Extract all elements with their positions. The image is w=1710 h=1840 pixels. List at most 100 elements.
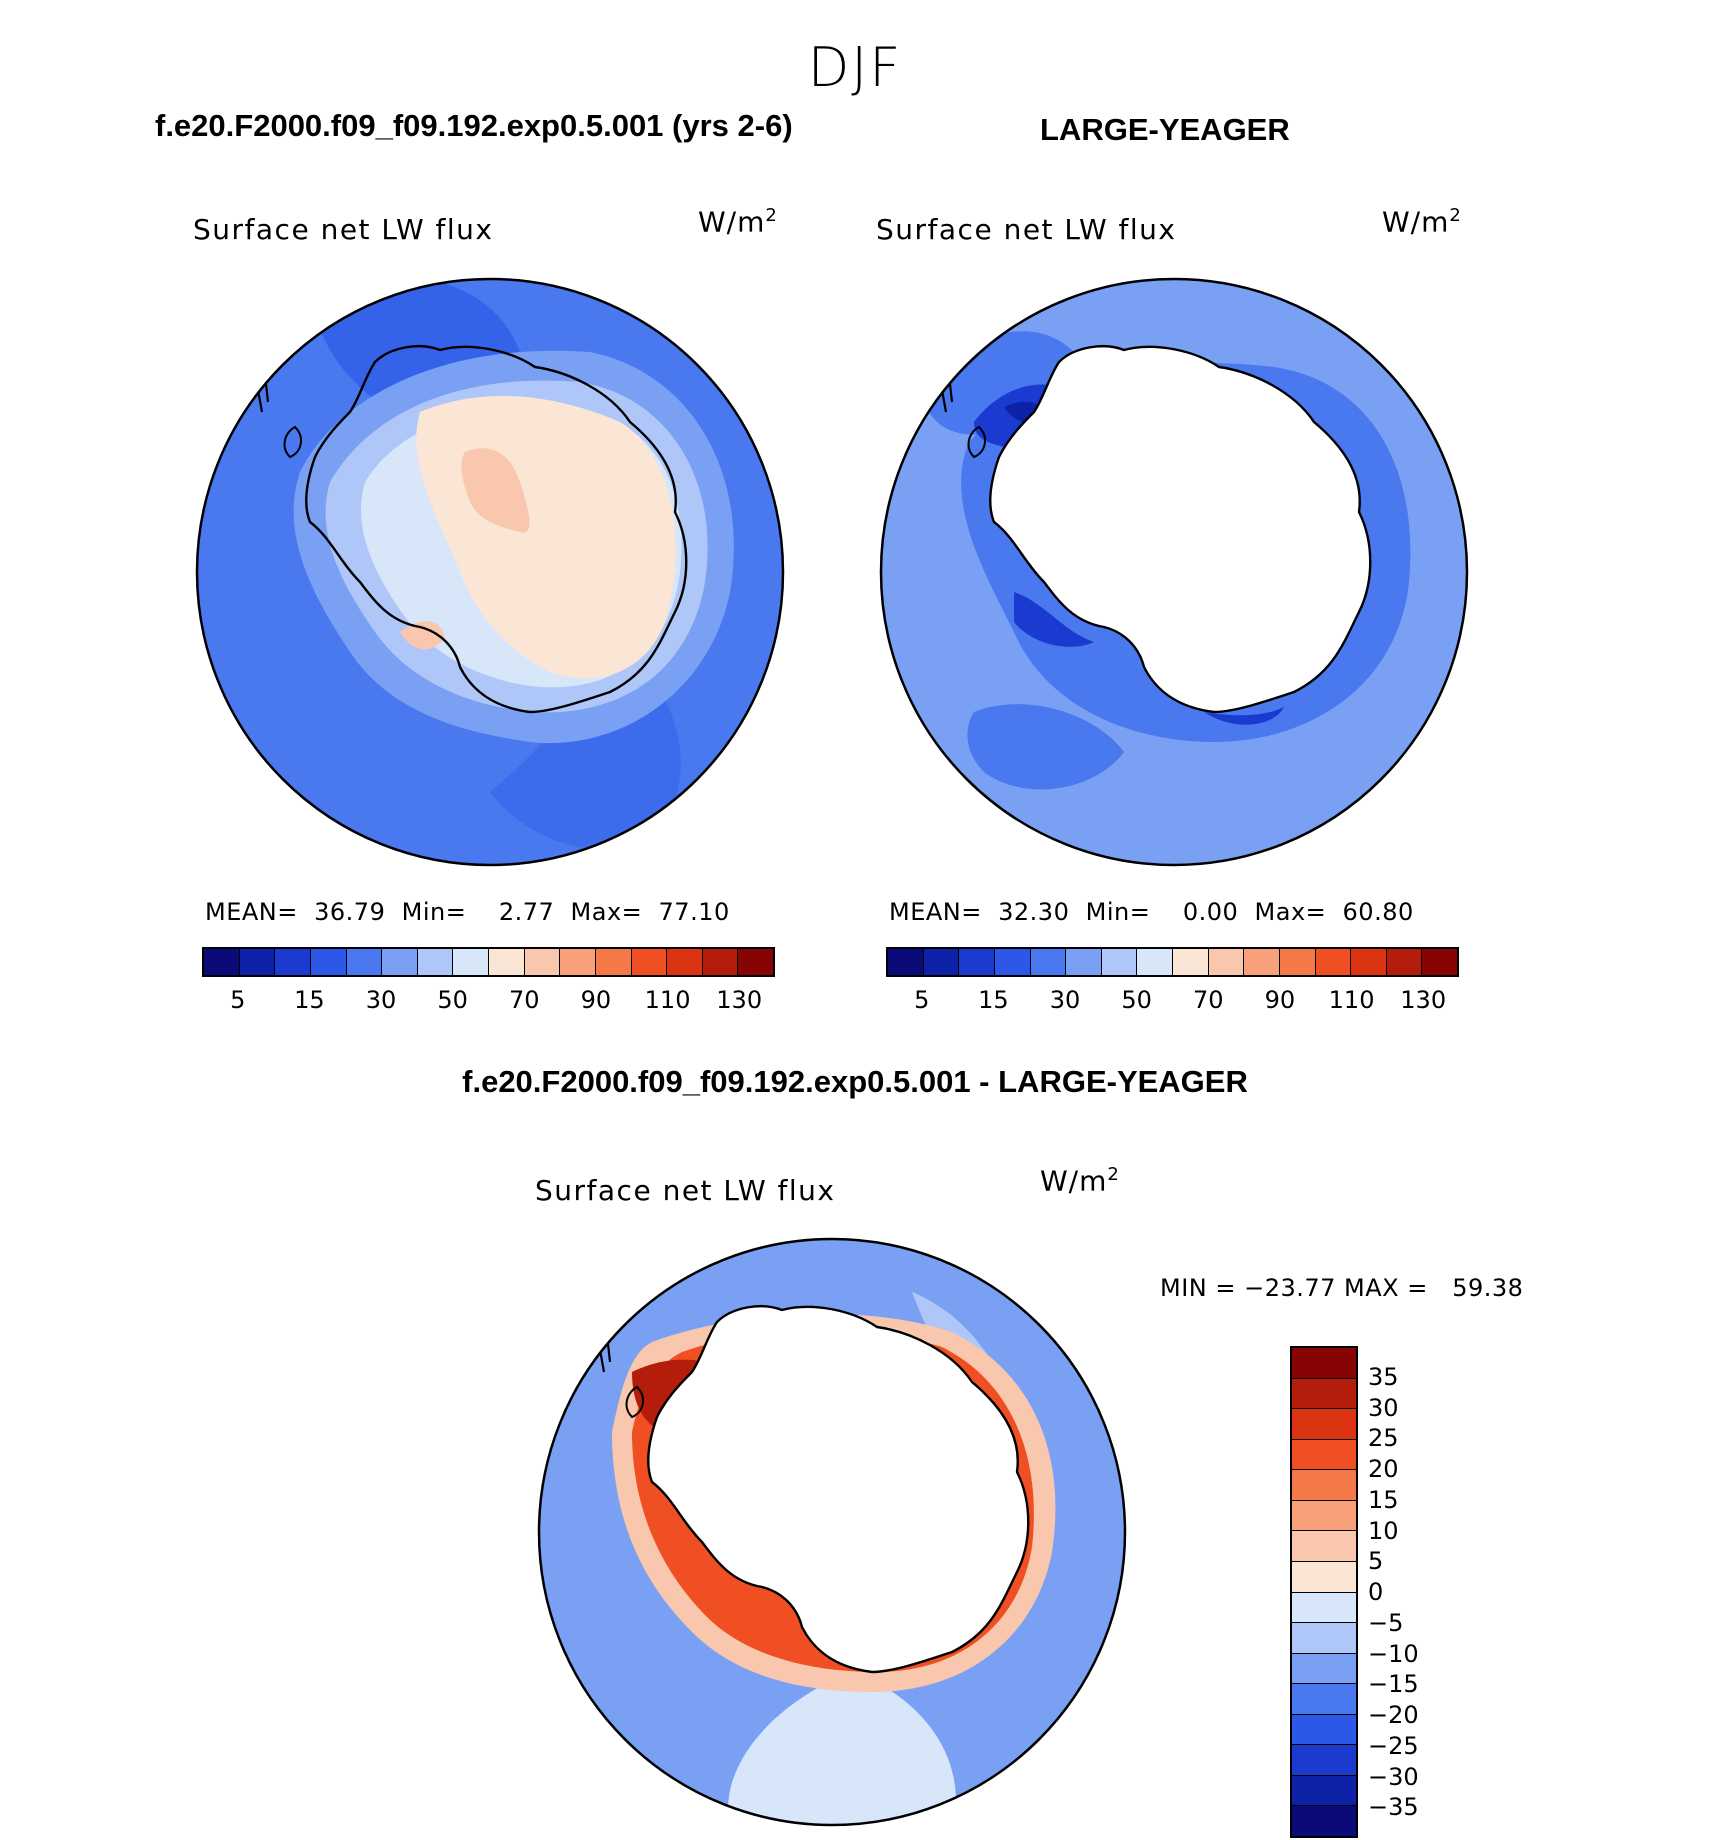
- left-colorbar-ticks: 5 15 30 50 70 90 110 130: [202, 986, 775, 1016]
- colorbar-swatch: [959, 949, 995, 975]
- colorbar-swatch: [631, 949, 668, 975]
- left-ross-warm: [400, 621, 445, 650]
- colorbar-swatch: [1292, 1439, 1356, 1471]
- right-colorbar-ticks: 5 15 30 50 70 90 110 130: [886, 986, 1459, 1016]
- colorbar-swatch: [1292, 1592, 1356, 1624]
- colorbar-swatch: [1292, 1561, 1356, 1593]
- colorbar-tick-label: −30: [1368, 1762, 1419, 1791]
- colorbar-swatch: [1292, 1348, 1356, 1379]
- left-antarctica-coastline: [304, 345, 688, 714]
- difference-title: f.e20.F2000.f09_f09.192.exp0.5.001 - LAR…: [462, 1064, 1248, 1099]
- colorbar-swatch: [1292, 1378, 1356, 1410]
- colorbar-swatch: [1292, 1409, 1356, 1440]
- colorbar-tick-label: −10: [1368, 1639, 1419, 1668]
- left-plateau-peach: [461, 448, 530, 533]
- colorbar-swatch: [489, 949, 525, 975]
- colorbar-tick-label: 30: [1049, 986, 1081, 1014]
- right-units-label: W/m2: [1382, 205, 1462, 239]
- colorbar-tick-label: 15: [978, 986, 1009, 1014]
- colorbar-swatch: [560, 949, 596, 975]
- left-variable-label: Surface net LW flux: [193, 213, 494, 246]
- colorbar-swatch: [204, 949, 240, 975]
- right-map-boundary: [879, 277, 1469, 867]
- left-map-boundary: [195, 277, 785, 867]
- colorbar-swatch: [1292, 1806, 1356, 1836]
- colorbar-swatch: [702, 949, 739, 975]
- diff-minmax-label: MIN = −23.77 MAX = 59.38: [1160, 1274, 1524, 1302]
- colorbar-swatch: [1292, 1531, 1356, 1562]
- colorbar-swatch: [453, 949, 489, 975]
- colorbar-swatch: [1030, 949, 1067, 975]
- right-coast-dark: [1204, 707, 1284, 725]
- colorbar-swatch: [1292, 1714, 1356, 1746]
- colorbar-swatch: [595, 949, 632, 975]
- colorbar-tick-label: 25: [1368, 1424, 1399, 1453]
- left-stats-line: MEAN= 36.79 Min= 2.77 Max= 77.10: [205, 898, 730, 926]
- right-panel-title: LARGE-YEAGER: [1040, 112, 1290, 147]
- colorbar-swatch: [1137, 949, 1173, 975]
- diff-colorbar-ticks: 35 30 25 20 15 10 5 0 −5 −10 −15 −20 −25 −30 −35: [1368, 1346, 1448, 1838]
- colorbar-swatch: [1351, 949, 1387, 975]
- colorbar-tick-label: 0: [1368, 1578, 1384, 1606]
- colorbar-swatch: [1101, 949, 1138, 975]
- colorbar-swatch: [1066, 949, 1102, 975]
- colorbar-tick-label: 130: [716, 986, 763, 1014]
- right-polar-map: [879, 277, 1469, 867]
- colorbar-swatch: [1315, 949, 1352, 975]
- colorbar-tick-label: 90: [1264, 986, 1296, 1014]
- colorbar-tick-label: −20: [1368, 1701, 1419, 1729]
- colorbar-swatch: [1279, 949, 1316, 975]
- colorbar-swatch: [310, 949, 347, 975]
- colorbar-tick-label: 20: [1368, 1455, 1399, 1483]
- colorbar-swatch: [667, 949, 703, 975]
- colorbar-swatch: [1208, 949, 1245, 975]
- colorbar-tick-label: 15: [1368, 1485, 1399, 1514]
- right-stats-line: MEAN= 32.30 Min= 0.00 Max= 60.80: [889, 898, 1414, 926]
- colorbar-tick-label: 110: [644, 986, 691, 1014]
- colorbar-swatch: [275, 949, 311, 975]
- colorbar-swatch: [738, 949, 773, 975]
- colorbar-tick-label: 50: [437, 986, 468, 1014]
- diff-colorbar: [1290, 1346, 1358, 1838]
- colorbar-tick-label: 10: [1368, 1516, 1399, 1545]
- right-peninsula-islands: [967, 425, 986, 459]
- colorbar-tick-label: 110: [1328, 986, 1375, 1014]
- right-colorbar: [886, 947, 1459, 977]
- left-panel-title: f.e20.F2000.f09_f09.192.exp0.5.001 (yrs …: [155, 108, 793, 143]
- colorbar-tick-label: 50: [1121, 986, 1152, 1014]
- colorbar-swatch: [1292, 1500, 1356, 1532]
- left-units-label: W/m2: [698, 205, 778, 239]
- colorbar-swatch: [382, 949, 418, 975]
- colorbar-swatch: [1173, 949, 1209, 975]
- diff-map-boundary: [537, 1237, 1127, 1827]
- colorbar-tick-label: 130: [1400, 986, 1447, 1014]
- colorbar-tick-label: 5: [230, 986, 246, 1014]
- right-ross-dark: [1014, 592, 1094, 647]
- colorbar-tick-label: 90: [580, 986, 612, 1014]
- colorbar-swatch: [239, 949, 276, 975]
- left-peninsula-islands: [283, 425, 302, 459]
- colorbar-tick-label: 5: [914, 986, 930, 1014]
- season-title: DJF: [807, 36, 903, 99]
- diff-variable-label: Surface net LW flux: [535, 1174, 836, 1207]
- colorbar-tick-label: 35: [1368, 1362, 1399, 1391]
- left-dark-ocean-band: [310, 279, 520, 412]
- colorbar-swatch: [1292, 1470, 1356, 1501]
- colorbar-tick-label: 70: [1193, 986, 1224, 1014]
- colorbar-swatch: [1292, 1745, 1356, 1776]
- left-polar-map: [195, 277, 785, 867]
- right-variable-label: Surface net LW flux: [876, 213, 1177, 246]
- colorbar-swatch: [524, 949, 561, 975]
- diff-pale-patch: [728, 1672, 956, 1825]
- colorbar-swatch: [346, 949, 383, 975]
- right-antarctica-coastline: [988, 345, 1372, 714]
- colorbar-swatch: [1292, 1653, 1356, 1685]
- colorbar-tick-label: 30: [365, 986, 397, 1014]
- colorbar-tick-label: 30: [1368, 1393, 1399, 1422]
- colorbar-swatch: [994, 949, 1031, 975]
- colorbar-swatch: [1292, 1684, 1356, 1715]
- colorbar-tick-label: 15: [294, 986, 325, 1014]
- diff-peninsula-islands: [625, 1385, 644, 1419]
- colorbar-swatch: [1386, 949, 1423, 975]
- colorbar-tick-label: −25: [1368, 1731, 1419, 1760]
